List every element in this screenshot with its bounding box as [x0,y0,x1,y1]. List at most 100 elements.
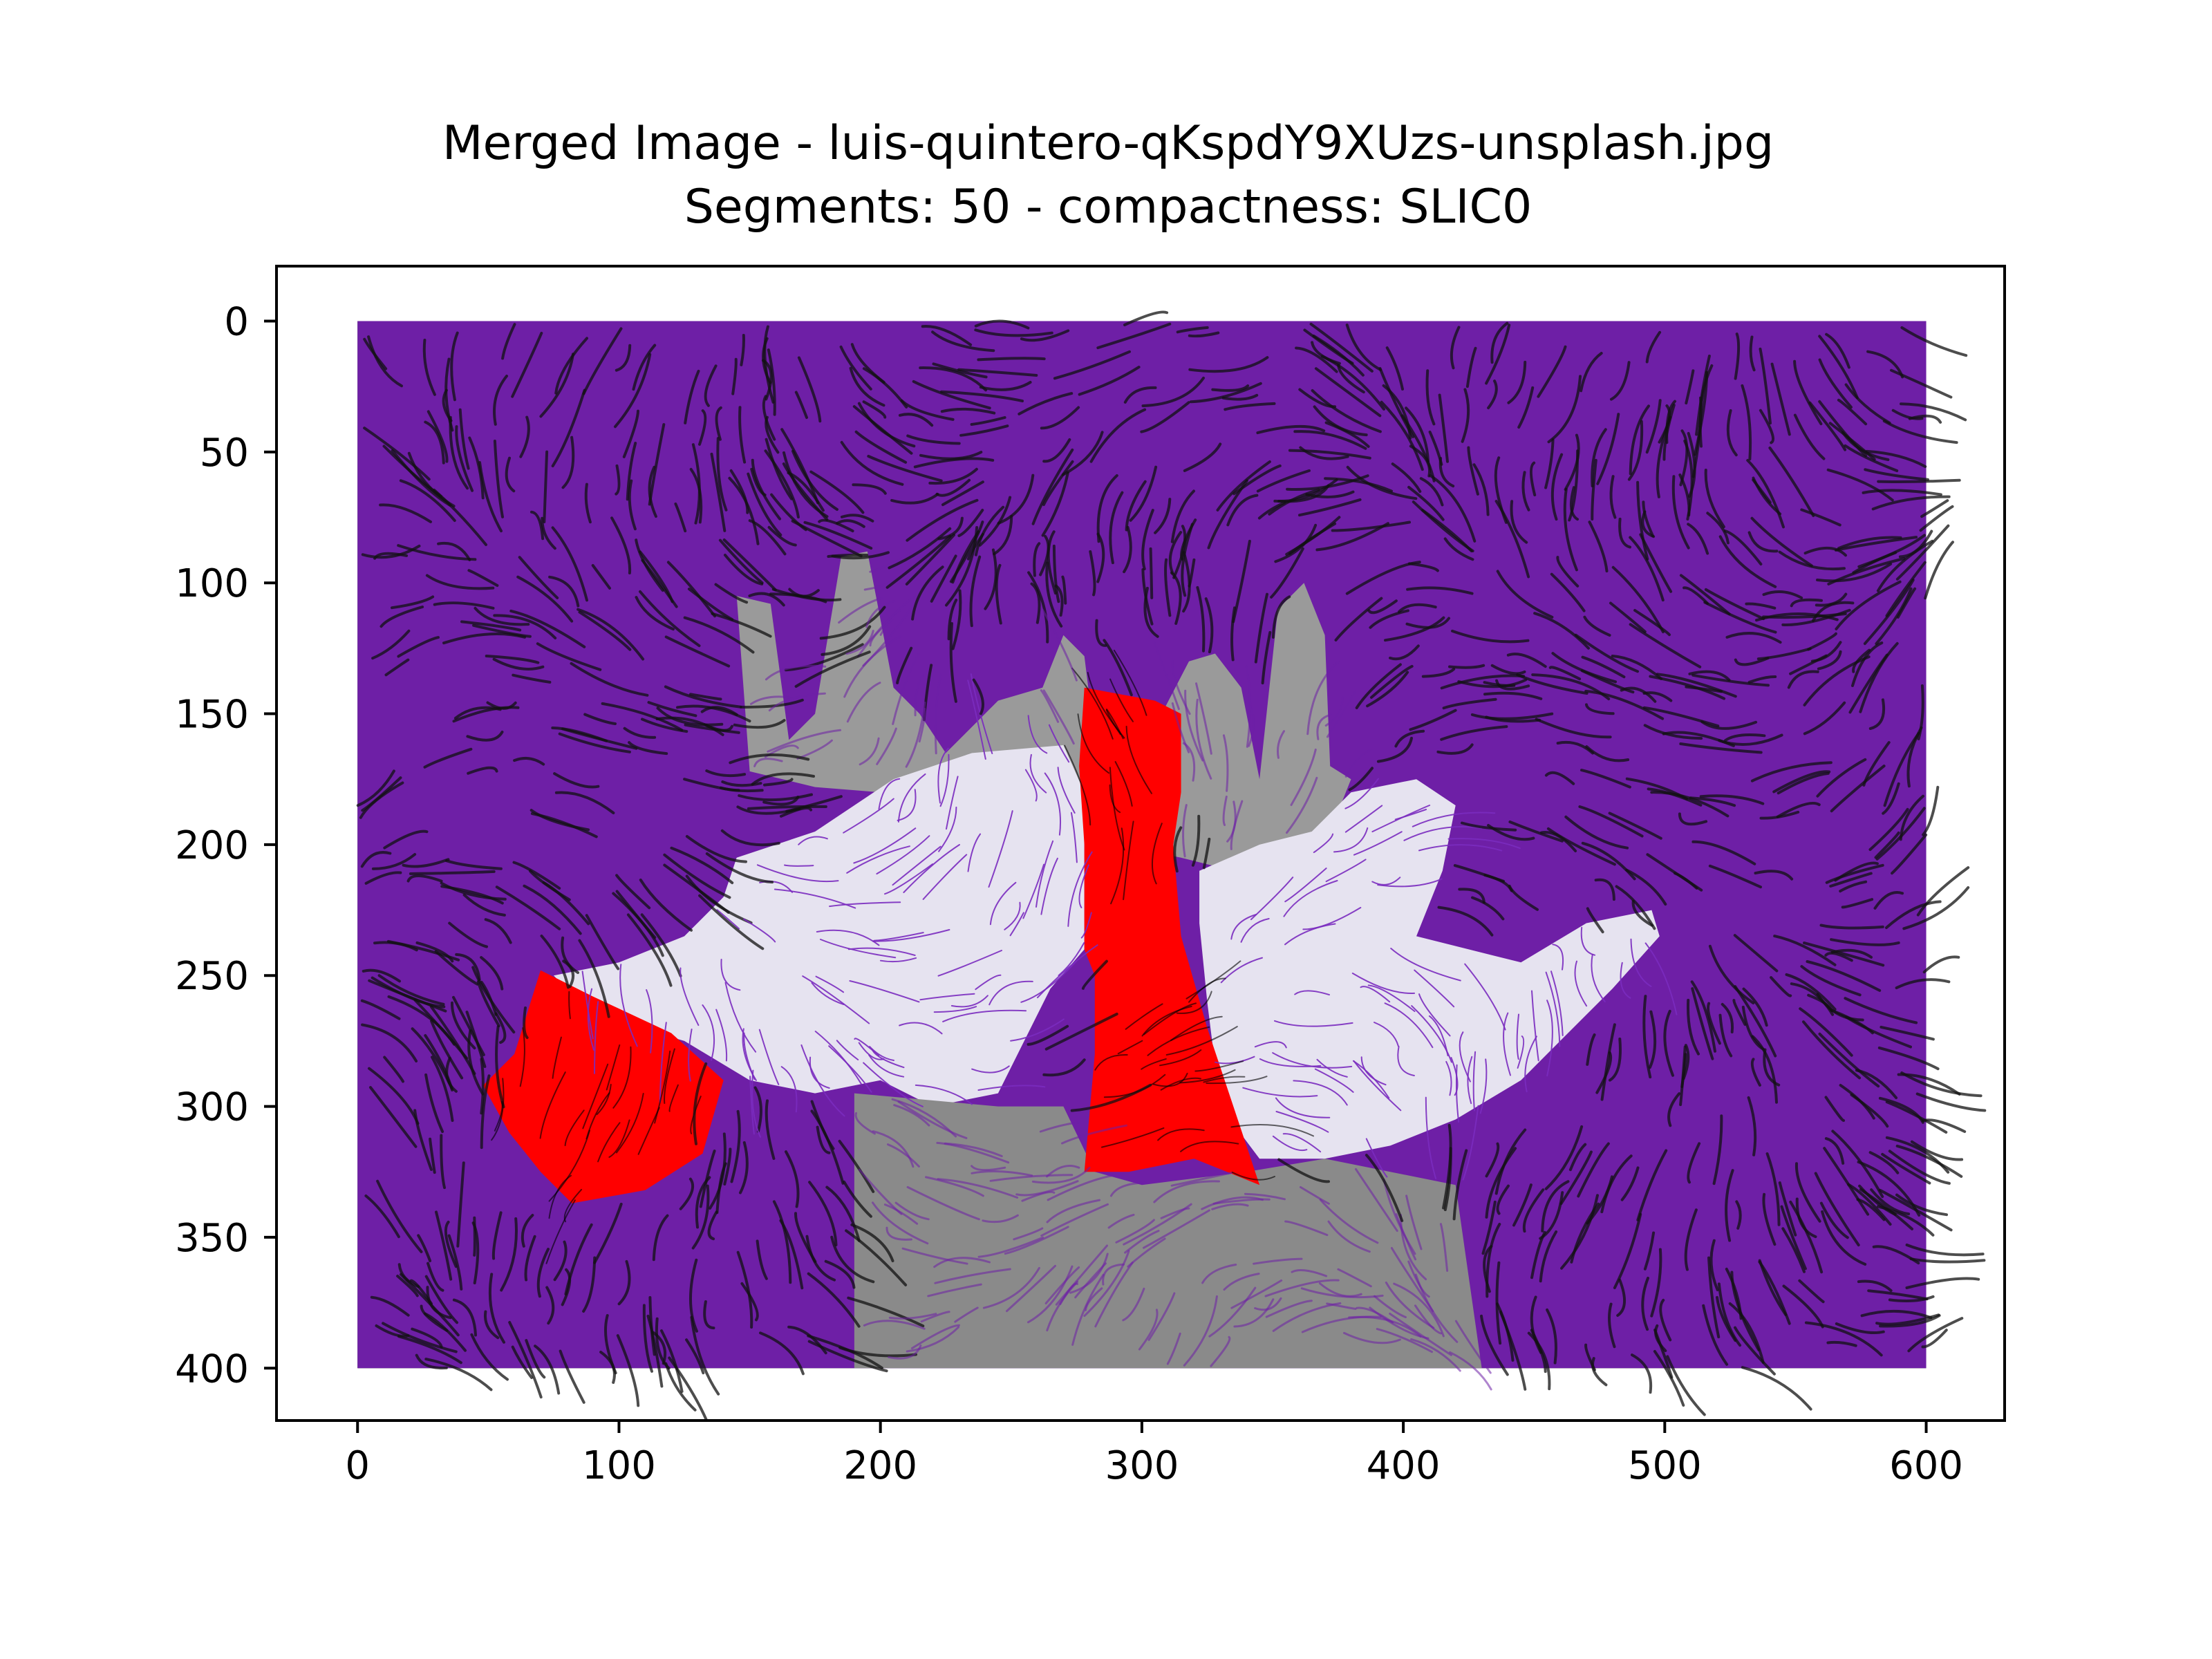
streamline [919,993,975,1001]
streamline [1288,522,1337,555]
streamline [1483,1245,1493,1293]
streamline [1856,1198,1886,1221]
streamline [1881,1152,1931,1185]
streamline [1645,399,1662,454]
streamline [1462,1105,1479,1181]
streamline [711,612,772,638]
streamline [1481,1200,1497,1255]
streamline [1870,1188,1911,1216]
streamline [614,353,652,429]
streamline [784,864,814,867]
streamline [1733,934,1779,973]
streamline [1245,665,1252,748]
streamline [1765,1152,1781,1226]
streamline [1040,689,1060,723]
streamline [1004,1226,1069,1255]
streamline [685,835,747,863]
streamline [919,366,988,392]
streamline [1291,1269,1328,1277]
streamline [1042,1058,1086,1077]
streamline [1470,712,1554,720]
streamline [971,1065,1010,1074]
streamline [1921,1329,1948,1349]
streamline [523,1006,529,1040]
streamline [1195,698,1212,780]
stroke-layer [356,310,1987,1421]
streamline [1732,999,1747,1026]
streamline [1231,1172,1275,1181]
streamline [1437,906,1494,937]
streamline [369,1086,418,1148]
streamline [690,1315,720,1396]
streamline [687,588,734,621]
streamline [1794,1162,1821,1223]
streamline [750,695,791,705]
streamline [933,1257,991,1268]
streamline [1159,1049,1202,1067]
streamline [1817,650,1842,671]
streamline [689,467,703,524]
streamline [1015,1180,1079,1197]
streamline [971,1170,1033,1177]
streamline [1609,1038,1622,1082]
streamline [1311,389,1382,433]
streamline [1818,1032,1880,1088]
streamline [480,1074,491,1150]
streamline [1425,369,1436,426]
streamline [869,1046,894,1061]
streamline [1355,1168,1398,1232]
streamline [485,655,540,664]
streamline [1679,574,1731,616]
streamline [1644,942,1678,1015]
streamline [770,493,807,532]
streamline [545,1199,576,1264]
streamline [616,1334,640,1407]
streamline [722,538,777,592]
streamline [1109,491,1124,565]
streamline [1704,588,1765,621]
streamline [363,427,431,481]
streamline [1876,1205,1935,1237]
streamline [440,885,504,905]
streamline [1539,1191,1564,1240]
streamline [942,1009,1027,1022]
streamline [582,1256,597,1313]
streamline [1718,535,1777,588]
streamline [1768,447,1815,517]
streamline [1860,1309,1933,1320]
streamline [1048,724,1070,763]
streamline [1758,1259,1788,1316]
streamline [1586,907,1604,934]
streamline [683,616,755,654]
streamline [376,1179,423,1253]
streamline [1274,1020,1353,1027]
streamline [1793,359,1823,426]
streamline [950,995,988,1008]
streamline [1333,827,1369,853]
streamline [1407,1260,1430,1298]
streamline [1803,941,1885,967]
streamline [1374,1022,1399,1047]
streamline [1839,880,1868,893]
streamline [406,874,443,883]
streamline [1631,1353,1653,1394]
streamline [1600,1154,1633,1214]
streamline [868,1054,905,1078]
streamline [1089,408,1147,463]
streamline [1728,1302,1765,1364]
streamline [1080,912,1092,939]
streamline [1230,1279,1283,1309]
streamline [1556,556,1580,588]
streamline [1878,1096,1924,1124]
streamline [1835,1322,1885,1335]
streamline [523,884,582,935]
streamline [1181,523,1194,597]
streamline [413,1109,433,1171]
streamline [1872,1245,1920,1265]
streamline [901,1247,968,1265]
streamline [977,357,1046,362]
streamline [750,467,767,496]
streamline [1367,599,1398,615]
streamline [647,701,697,718]
streamline [534,1344,561,1395]
